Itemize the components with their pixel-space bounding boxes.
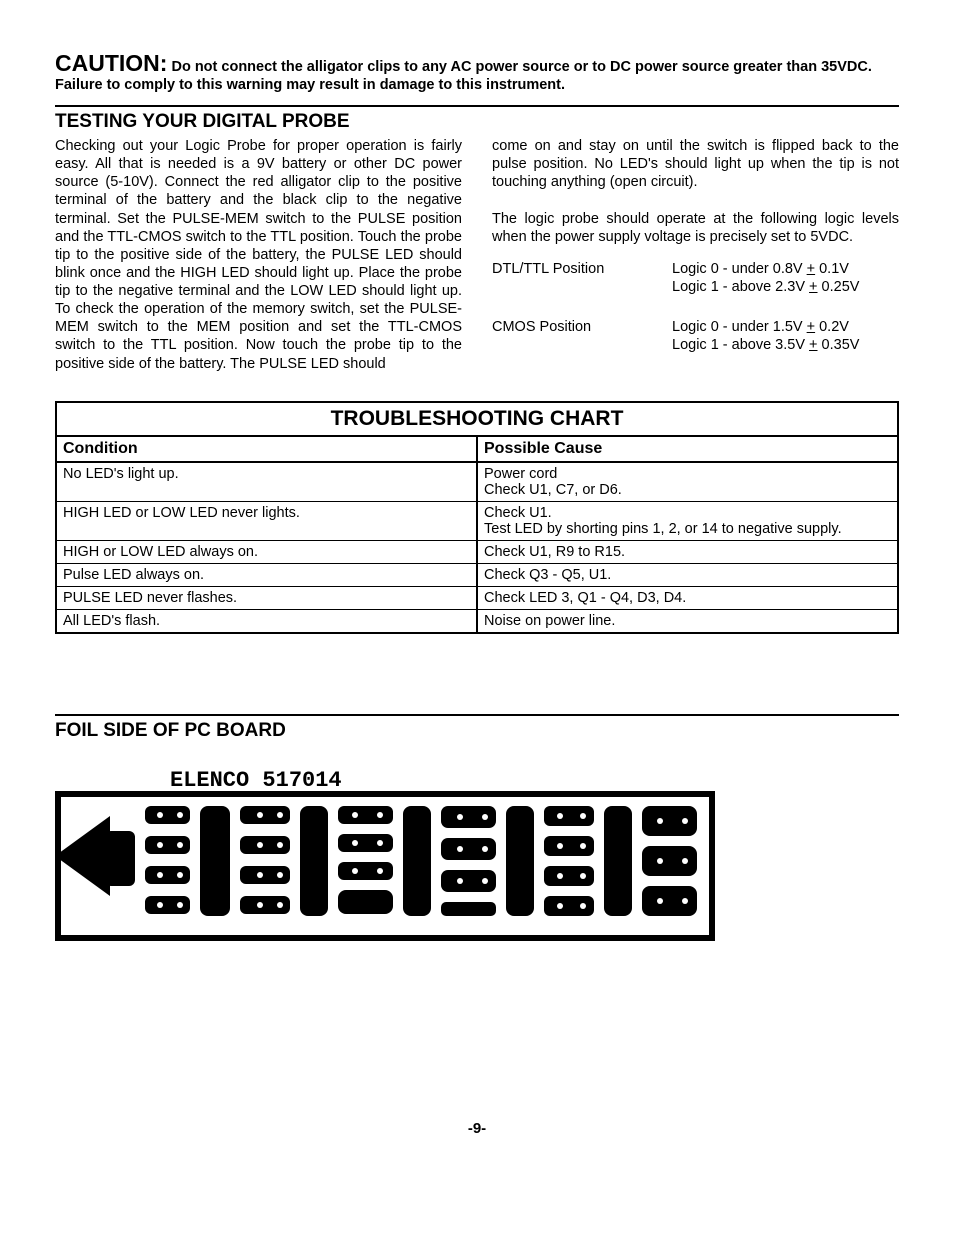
logic-levels-table: DTL/TTL Position Logic 0 - under 0.8V + … [492, 260, 899, 355]
trouble-header-cause: Possible Cause [477, 436, 898, 462]
trouble-title: TROUBLESHOOTING CHART [56, 402, 898, 436]
caution-block: CAUTION: Do not connect the alligator cl… [55, 50, 899, 93]
logic-position: DTL/TTL Position [492, 260, 672, 296]
trouble-condition: PULSE LED never flashes. [56, 587, 477, 610]
testing-col1: Checking out your Logic Probe for proper… [55, 137, 462, 376]
pcb-diagram: .cu{fill:#000;} ELENCO 517014 [55, 766, 715, 946]
pcb-label: ELENCO 517014 [170, 768, 342, 793]
trouble-cause: Noise on power line. [477, 610, 898, 634]
table-row: All LED's flash.Noise on power line. [56, 610, 898, 634]
testing-columns: Checking out your Logic Probe for proper… [55, 137, 899, 376]
table-row: PULSE LED never flashes.Check LED 3, Q1 … [56, 587, 898, 610]
trouble-condition: No LED's light up. [56, 462, 477, 502]
foil-heading: FOIL SIDE OF PC BOARD [55, 720, 899, 742]
trouble-cause: Check Q3 - Q5, U1. [477, 564, 898, 587]
divider [55, 105, 899, 107]
caution-label: CAUTION: [55, 50, 167, 76]
page-number: -9- [55, 1120, 899, 1137]
testing-col2-p2: The logic probe should operate at the fo… [492, 210, 899, 246]
caution-text: Do not connect the alligator clips to an… [55, 59, 872, 93]
table-row: Pulse LED always on.Check Q3 - Q5, U1. [56, 564, 898, 587]
trouble-cause: Check LED 3, Q1 - Q4, D3, D4. [477, 587, 898, 610]
logic-position: CMOS Position [492, 318, 672, 354]
testing-col2-p1: come on and stay on until the switch is … [492, 137, 899, 191]
trouble-header-condition: Condition [56, 436, 477, 462]
testing-heading: TESTING YOUR DIGITAL PROBE [55, 111, 899, 133]
trouble-cause: Check U1.Test LED by shorting pins 1, 2,… [477, 502, 898, 541]
foil-section: FOIL SIDE OF PC BOARD .cu{fill:#000;} EL… [55, 714, 899, 950]
trouble-condition: HIGH LED or LOW LED never lights. [56, 502, 477, 541]
trouble-condition: HIGH or LOW LED always on. [56, 541, 477, 564]
table-row: HIGH or LOW LED always on.Check U1, R9 t… [56, 541, 898, 564]
trouble-cause: Power cordCheck U1, C7, or D6. [477, 462, 898, 502]
testing-col2: come on and stay on until the switch is … [492, 137, 899, 376]
trouble-condition: All LED's flash. [56, 610, 477, 634]
troubleshooting-table: TROUBLESHOOTING CHART Condition Possible… [55, 401, 899, 634]
logic-row-cmos: CMOS Position Logic 0 - under 1.5V + 0.2… [492, 318, 899, 354]
trouble-condition: Pulse LED always on. [56, 564, 477, 587]
trouble-cause: Check U1, R9 to R15. [477, 541, 898, 564]
table-row: HIGH LED or LOW LED never lights.Check U… [56, 502, 898, 541]
logic-values: Logic 0 - under 0.8V + 0.1V Logic 1 - ab… [672, 260, 899, 296]
divider [55, 714, 899, 716]
logic-row-dtl: DTL/TTL Position Logic 0 - under 0.8V + … [492, 260, 899, 296]
logic-values: Logic 0 - under 1.5V + 0.2V Logic 1 - ab… [672, 318, 899, 354]
table-row: No LED's light up.Power cordCheck U1, C7… [56, 462, 898, 502]
